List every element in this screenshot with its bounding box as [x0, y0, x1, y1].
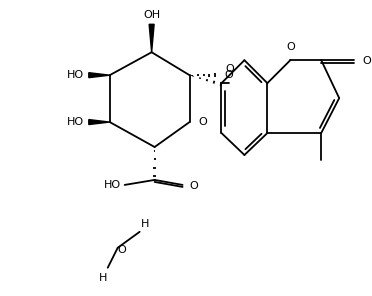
Polygon shape — [89, 73, 110, 78]
Text: H: H — [99, 273, 107, 283]
Polygon shape — [89, 120, 110, 125]
Text: O: O — [117, 245, 126, 255]
Text: O: O — [362, 56, 371, 66]
Text: O: O — [190, 181, 198, 191]
Polygon shape — [149, 24, 154, 52]
Text: HO: HO — [104, 180, 121, 190]
Text: HO: HO — [67, 70, 84, 80]
Text: O: O — [199, 117, 207, 127]
Text: O: O — [224, 70, 233, 80]
Text: O: O — [225, 64, 234, 74]
Text: OH: OH — [143, 10, 160, 20]
Text: O: O — [286, 42, 295, 52]
Text: H: H — [141, 219, 149, 229]
Text: HO: HO — [67, 117, 84, 127]
